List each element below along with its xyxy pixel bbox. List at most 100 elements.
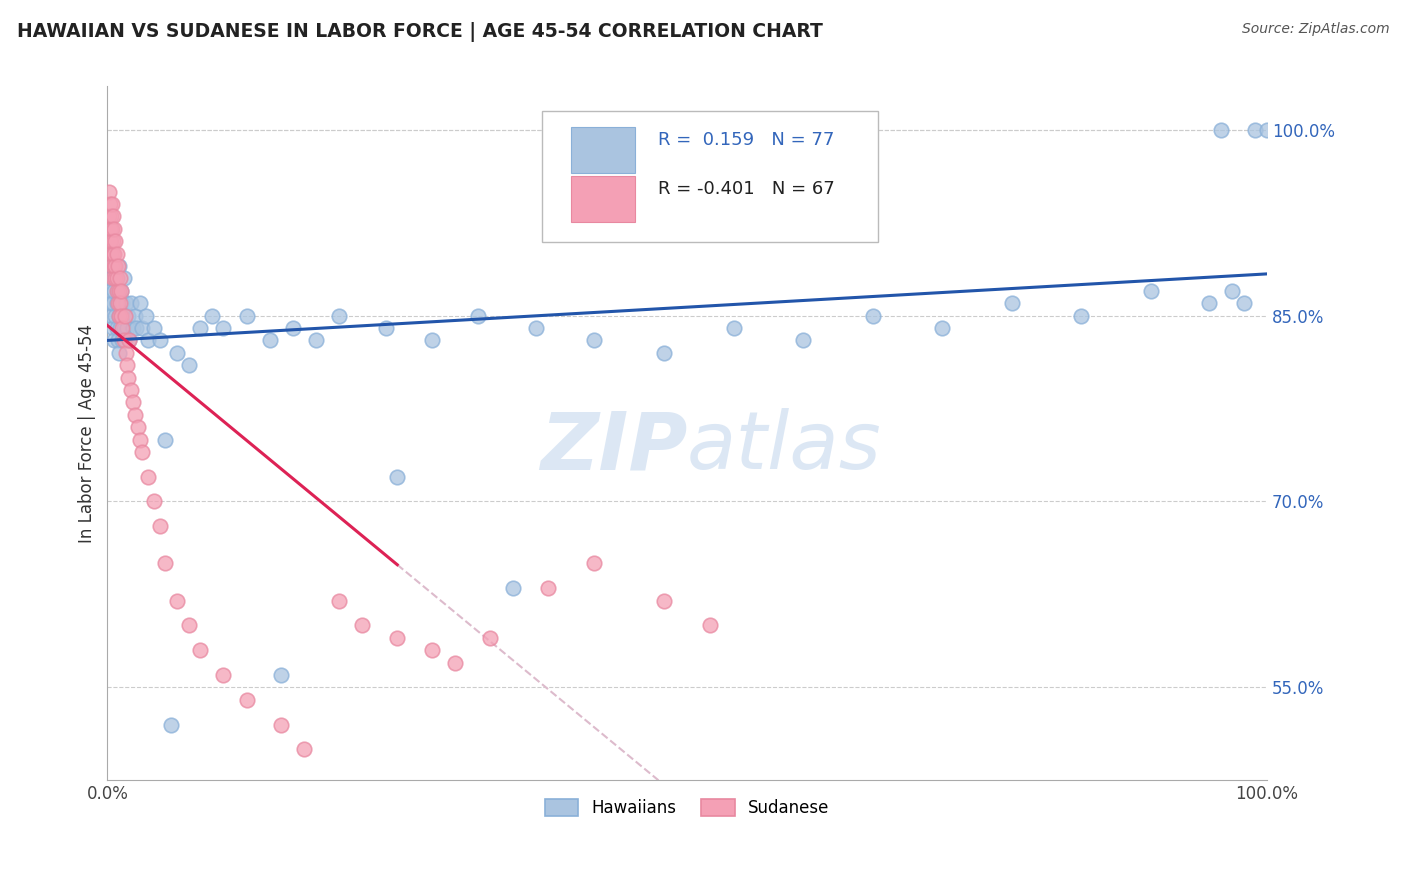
Point bbox=[100, 246, 122, 260]
Point bbox=[101, 234, 124, 248]
Text: Source: ZipAtlas.com: Source: ZipAtlas.com bbox=[1241, 22, 1389, 37]
Point bbox=[108, 284, 131, 298]
Point bbox=[115, 345, 138, 359]
Point bbox=[101, 259, 124, 273]
Point bbox=[387, 631, 409, 645]
Point bbox=[105, 284, 128, 298]
Point bbox=[101, 321, 124, 335]
Point bbox=[583, 557, 606, 571]
Point bbox=[444, 656, 467, 670]
Point bbox=[155, 557, 177, 571]
Point bbox=[166, 593, 188, 607]
Point bbox=[1256, 122, 1278, 136]
Point bbox=[122, 395, 145, 409]
Point bbox=[107, 259, 129, 273]
Point bbox=[583, 334, 606, 348]
Point bbox=[1220, 284, 1243, 298]
Point bbox=[105, 271, 128, 285]
Point bbox=[112, 271, 135, 285]
Point bbox=[1198, 296, 1220, 310]
Point bbox=[479, 631, 502, 645]
Point bbox=[108, 321, 131, 335]
Point bbox=[103, 222, 125, 236]
Text: R = -0.401   N = 67: R = -0.401 N = 67 bbox=[658, 180, 835, 198]
Point bbox=[1233, 296, 1256, 310]
Point bbox=[270, 717, 292, 731]
Point bbox=[124, 408, 146, 422]
Point bbox=[387, 469, 409, 483]
Point bbox=[537, 581, 560, 595]
Point bbox=[105, 246, 128, 260]
Point bbox=[108, 296, 131, 310]
Point bbox=[103, 284, 125, 298]
Point bbox=[108, 309, 131, 323]
Point bbox=[101, 210, 124, 224]
Point bbox=[111, 334, 134, 348]
Point bbox=[526, 321, 548, 335]
Point bbox=[114, 334, 136, 348]
Point bbox=[652, 345, 675, 359]
Point bbox=[420, 334, 443, 348]
Point bbox=[111, 321, 134, 335]
Point bbox=[110, 284, 132, 298]
Point bbox=[107, 334, 129, 348]
Point bbox=[235, 692, 257, 706]
Text: ZIP: ZIP bbox=[540, 409, 688, 486]
Point bbox=[117, 309, 139, 323]
Point bbox=[101, 246, 124, 260]
Point bbox=[328, 593, 350, 607]
Point bbox=[100, 234, 122, 248]
Point bbox=[118, 334, 141, 348]
Point bbox=[100, 222, 122, 236]
Point bbox=[131, 321, 153, 335]
Point bbox=[120, 383, 142, 397]
Point bbox=[294, 742, 316, 756]
Point bbox=[135, 309, 157, 323]
Point bbox=[212, 321, 235, 335]
Point bbox=[1140, 284, 1163, 298]
Point bbox=[103, 334, 125, 348]
Point bbox=[107, 296, 129, 310]
Point bbox=[101, 197, 124, 211]
Point bbox=[188, 643, 211, 657]
Point bbox=[128, 433, 150, 447]
Point bbox=[259, 334, 281, 348]
Point bbox=[420, 643, 443, 657]
Point bbox=[188, 321, 211, 335]
Point bbox=[101, 309, 124, 323]
Point bbox=[101, 259, 124, 273]
Point bbox=[177, 358, 200, 372]
Point bbox=[105, 321, 128, 335]
Text: R =  0.159   N = 77: R = 0.159 N = 77 bbox=[658, 131, 835, 150]
Point bbox=[114, 309, 136, 323]
Point bbox=[148, 519, 170, 533]
Point bbox=[110, 309, 132, 323]
Point bbox=[111, 296, 134, 310]
Point bbox=[931, 321, 953, 335]
Point bbox=[160, 717, 183, 731]
Point bbox=[103, 246, 125, 260]
Point bbox=[100, 296, 122, 310]
Point bbox=[142, 494, 165, 508]
FancyBboxPatch shape bbox=[543, 111, 879, 243]
Point bbox=[110, 284, 132, 298]
Point bbox=[98, 197, 121, 211]
Point bbox=[120, 296, 142, 310]
Point bbox=[104, 309, 127, 323]
Text: atlas: atlas bbox=[688, 409, 882, 486]
Point bbox=[104, 259, 127, 273]
Y-axis label: In Labor Force | Age 45-54: In Labor Force | Age 45-54 bbox=[79, 324, 96, 543]
Point bbox=[1001, 296, 1024, 310]
Point bbox=[115, 358, 138, 372]
Point bbox=[112, 334, 135, 348]
Point bbox=[136, 469, 159, 483]
Point bbox=[104, 271, 127, 285]
Point bbox=[352, 618, 374, 632]
Point bbox=[108, 309, 131, 323]
Point bbox=[142, 321, 165, 335]
Point bbox=[270, 668, 292, 682]
Point bbox=[201, 309, 224, 323]
Point bbox=[114, 309, 136, 323]
Point bbox=[502, 581, 524, 595]
Point bbox=[699, 618, 721, 632]
